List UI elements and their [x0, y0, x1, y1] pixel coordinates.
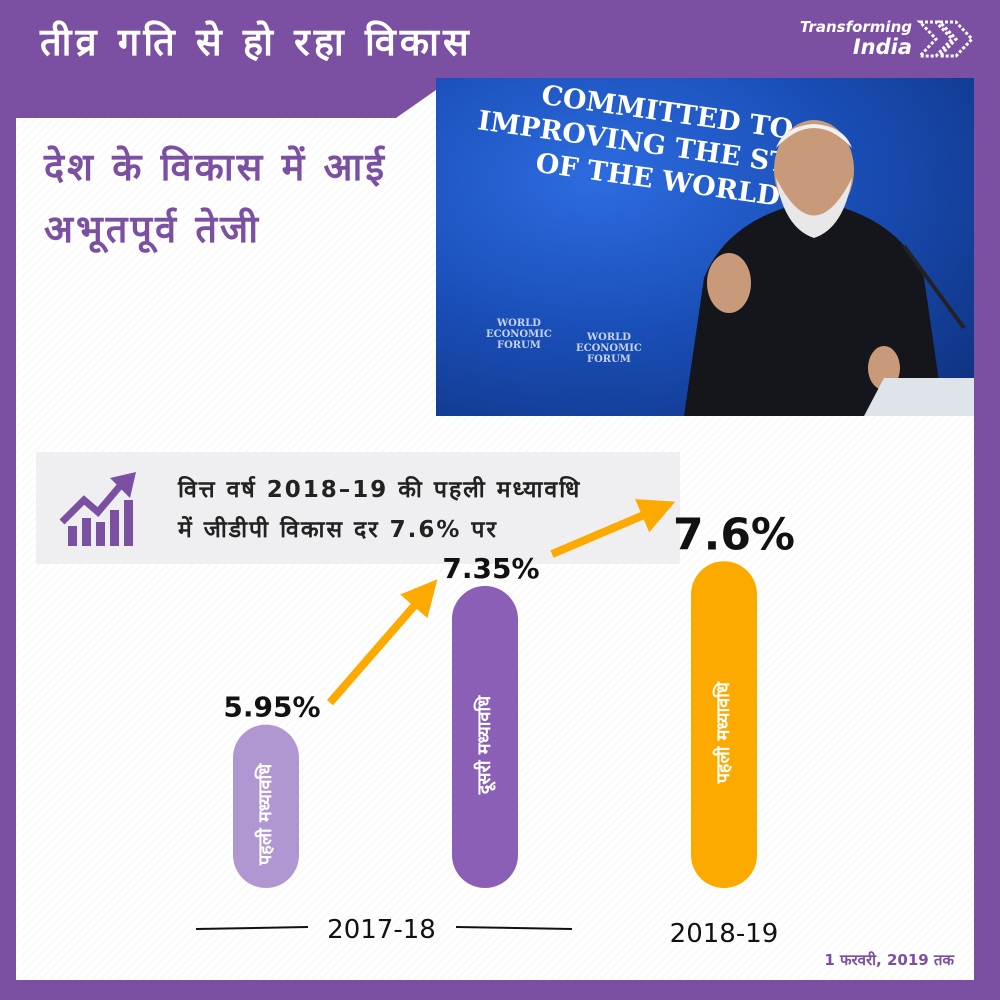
growth-chart-arrow-icon — [59, 472, 136, 546]
section-title-line1: देश के विकास में आई — [44, 145, 388, 189]
bar — [691, 561, 757, 888]
photo-wef-logo: WORLD ECONOMIC FORUM — [486, 318, 552, 351]
bar-category-label: पहली मध्यावधि — [712, 681, 734, 784]
group-label: 2017-18 — [327, 915, 436, 945]
brand-logo: Transforming India — [800, 14, 976, 64]
bar-value-label: 7.6% — [673, 509, 795, 560]
logo-line: FORUM — [496, 340, 541, 351]
bar — [452, 586, 518, 888]
trend-arrow — [550, 499, 676, 558]
info-line2: में जीडीपी विकास दर 7.6% पर — [178, 517, 498, 543]
info-line1: वित्त वर्ष 2018–19 की पहली मध्यावधि — [178, 477, 582, 503]
header-title: तीव्र गति से हो रहा विकास — [40, 20, 473, 64]
logo-line: ECONOMIC — [486, 329, 552, 340]
section-title-line2: अभूतपूर्व तेजी — [44, 207, 262, 251]
group-divider-line — [195, 926, 309, 930]
speaker-photo: COMMITTED TO IMPROVING THE STATE OF THE … — [436, 78, 974, 416]
bar-value-label: 5.95% — [223, 691, 320, 724]
logo-line: WORLD — [586, 332, 631, 343]
group-divider-line — [455, 926, 573, 930]
brand-line1: Transforming — [799, 18, 912, 36]
logo-line: WORLD — [496, 318, 541, 329]
logo-line: FORUM — [586, 354, 631, 365]
footnote: 1 फरवरी, 2019 तक — [824, 951, 954, 969]
brand-line2: India — [852, 35, 912, 59]
bar — [233, 724, 299, 888]
bar-category-label: पहली मध्यावधि — [254, 763, 276, 866]
bar-value-label: 7.35% — [442, 552, 539, 585]
info-text: वित्त वर्ष 2018–19 की पहली मध्यावधि में … — [178, 470, 678, 550]
bar-category-label: दूसरी मध्यावधि — [473, 695, 496, 795]
section-title: देश के विकास में आई अभूतपूर्व तेजी — [44, 136, 424, 260]
logo-line: ECONOMIC — [576, 343, 642, 354]
photo-wef-logo: WORLD ECONOMIC FORUM — [576, 332, 642, 365]
group-label: 2018-19 — [670, 919, 779, 949]
speaker-figure — [684, 120, 974, 416]
trend-arrow — [326, 579, 438, 706]
double-chevron-right-icon — [916, 20, 975, 58]
